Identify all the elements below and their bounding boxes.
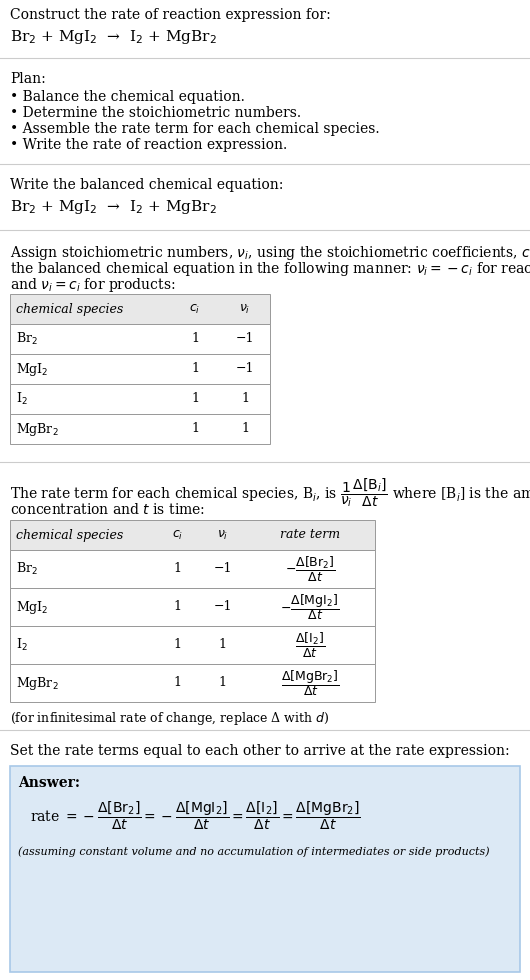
Text: (assuming constant volume and no accumulation of intermediates or side products): (assuming constant volume and no accumul…	[18, 846, 490, 857]
Text: $c_i$: $c_i$	[172, 528, 183, 542]
Bar	[10, 384, 270, 414]
Text: • Write the rate of reaction expression.: • Write the rate of reaction expression.	[10, 138, 287, 152]
Text: Assign stoichiometric numbers, $\nu_i$, using the stoichiometric coefficients, $: Assign stoichiometric numbers, $\nu_i$, …	[10, 244, 530, 262]
Text: 1: 1	[191, 422, 199, 435]
Text: −1: −1	[213, 563, 232, 575]
Text: and $\nu_i = c_i$ for products:: and $\nu_i = c_i$ for products:	[10, 276, 175, 294]
Text: rate term: rate term	[280, 528, 340, 542]
Bar	[10, 664, 375, 702]
Text: 1: 1	[191, 363, 199, 375]
Text: −1: −1	[236, 363, 254, 375]
Text: MgI$_2$: MgI$_2$	[16, 599, 48, 615]
Text: $c_i$: $c_i$	[189, 303, 201, 316]
Text: chemical species: chemical species	[16, 303, 123, 316]
Text: MgI$_2$: MgI$_2$	[16, 361, 48, 377]
Text: 1: 1	[173, 563, 181, 575]
Bar	[10, 354, 270, 384]
Text: The rate term for each chemical species, B$_i$, is $\dfrac{1}{\nu_i}\dfrac{\Delt: The rate term for each chemical species,…	[10, 476, 530, 509]
Text: I$_2$: I$_2$	[16, 637, 28, 653]
Text: • Balance the chemical equation.: • Balance the chemical equation.	[10, 90, 245, 104]
Text: 1: 1	[173, 601, 181, 613]
Text: 1: 1	[218, 639, 226, 652]
Text: chemical species: chemical species	[16, 528, 123, 542]
Bar	[10, 414, 270, 444]
Text: 1: 1	[191, 332, 199, 346]
Text: MgBr$_2$: MgBr$_2$	[16, 674, 59, 692]
Bar	[10, 520, 375, 550]
Text: Plan:: Plan:	[10, 72, 46, 86]
Text: Set the rate terms equal to each other to arrive at the rate expression:: Set the rate terms equal to each other t…	[10, 744, 510, 758]
Text: concentration and $t$ is time:: concentration and $t$ is time:	[10, 502, 205, 517]
Text: Construct the rate of reaction expression for:: Construct the rate of reaction expressio…	[10, 8, 331, 22]
Text: 1: 1	[191, 393, 199, 406]
Text: 1: 1	[241, 393, 249, 406]
Text: 1: 1	[241, 422, 249, 435]
Bar	[10, 294, 270, 324]
Text: $\dfrac{\Delta[\mathrm{MgBr_2}]}{\Delta t}$: $\dfrac{\Delta[\mathrm{MgBr_2}]}{\Delta …	[280, 668, 339, 698]
Text: • Assemble the rate term for each chemical species.: • Assemble the rate term for each chemic…	[10, 122, 379, 136]
Text: MgBr$_2$: MgBr$_2$	[16, 420, 59, 437]
Text: Br$_2$: Br$_2$	[16, 331, 38, 347]
Text: 1: 1	[173, 676, 181, 690]
Text: 1: 1	[218, 676, 226, 690]
Text: Br$_2$: Br$_2$	[16, 561, 38, 577]
Bar	[10, 324, 270, 354]
Text: Br$_2$ + MgI$_2$  →  I$_2$ + MgBr$_2$: Br$_2$ + MgI$_2$ → I$_2$ + MgBr$_2$	[10, 28, 217, 46]
Text: $\nu_i$: $\nu_i$	[217, 528, 228, 542]
Text: 1: 1	[173, 639, 181, 652]
Text: $-\dfrac{\Delta[\mathrm{Br_2}]}{\Delta t}$: $-\dfrac{\Delta[\mathrm{Br_2}]}{\Delta t…	[285, 555, 335, 583]
Text: I$_2$: I$_2$	[16, 391, 28, 407]
Text: −1: −1	[213, 601, 232, 613]
Text: (for infinitesimal rate of change, replace Δ with $d$): (for infinitesimal rate of change, repla…	[10, 710, 330, 727]
Text: $\nu_i$: $\nu_i$	[240, 303, 251, 316]
Text: • Determine the stoichiometric numbers.: • Determine the stoichiometric numbers.	[10, 106, 301, 120]
Text: Answer:: Answer:	[18, 776, 80, 790]
Text: the balanced chemical equation in the following manner: $\nu_i = -c_i$ for react: the balanced chemical equation in the fo…	[10, 260, 530, 278]
Bar	[10, 550, 375, 588]
Text: −1: −1	[236, 332, 254, 346]
Bar	[10, 588, 375, 626]
Text: Br$_2$ + MgI$_2$  →  I$_2$ + MgBr$_2$: Br$_2$ + MgI$_2$ → I$_2$ + MgBr$_2$	[10, 198, 217, 216]
Bar	[10, 766, 520, 972]
Bar	[10, 626, 375, 664]
Text: $-\dfrac{\Delta[\mathrm{MgI_2}]}{\Delta t}$: $-\dfrac{\Delta[\mathrm{MgI_2}]}{\Delta …	[280, 592, 340, 622]
Text: $\dfrac{\Delta[\mathrm{I_2}]}{\Delta t}$: $\dfrac{\Delta[\mathrm{I_2}]}{\Delta t}$	[295, 630, 325, 660]
Text: rate $= -\dfrac{\Delta[\mathrm{Br_2}]}{\Delta t} = -\dfrac{\Delta[\mathrm{MgI_2}: rate $= -\dfrac{\Delta[\mathrm{Br_2}]}{\…	[30, 800, 361, 832]
Text: Write the balanced chemical equation:: Write the balanced chemical equation:	[10, 178, 284, 192]
